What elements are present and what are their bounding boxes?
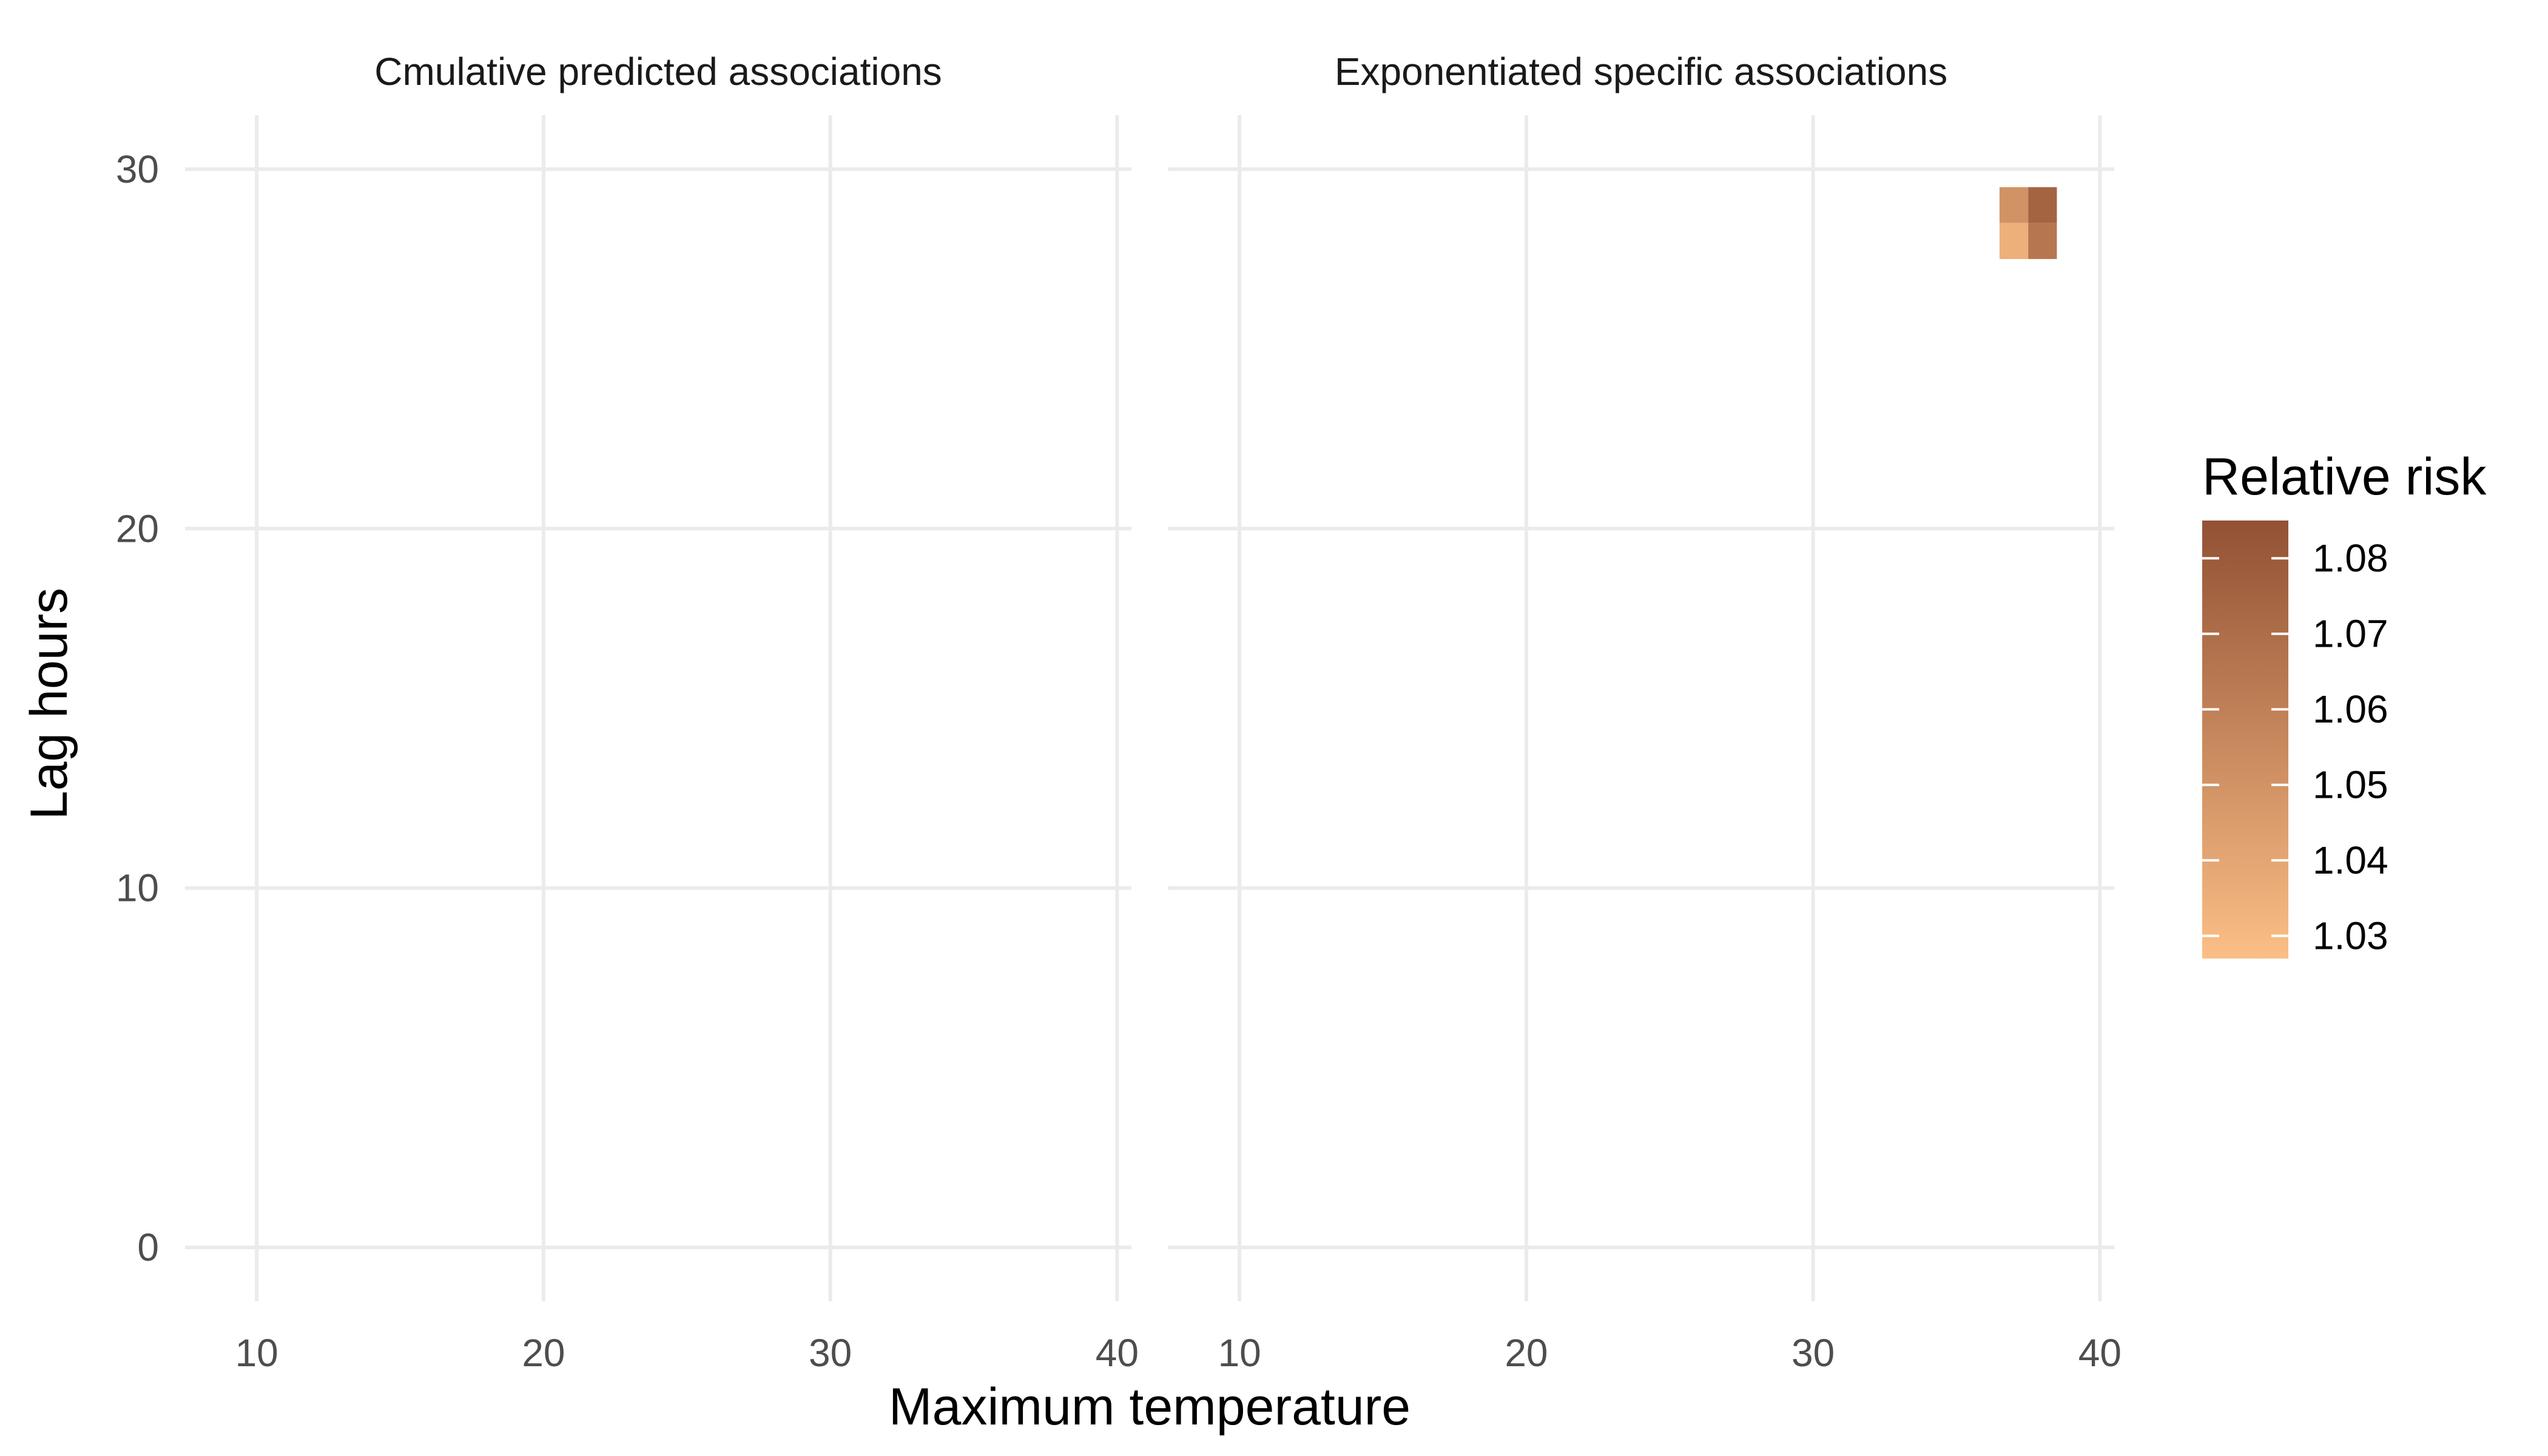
legend-tick-label: 1.07 (2313, 612, 2388, 656)
x-tick-label: 40 (1096, 1331, 1139, 1375)
y-axis-title: Lag hours (20, 588, 78, 820)
panel-cumulative: Cmulative predicted associations 10 20 30 4… (116, 50, 1139, 1375)
panel-specific-cells (1999, 187, 2057, 259)
heatmap-cell (2028, 223, 2057, 259)
panel-cumulative-y-ticks: 0 10 20 30 (116, 147, 159, 1269)
x-tick-label: 10 (1218, 1331, 1261, 1375)
heatmap-cell (2028, 187, 2057, 223)
panel-cumulative-x-ticks: 10 20 30 40 (235, 1331, 1139, 1375)
x-tick-label: 30 (809, 1331, 852, 1375)
legend: Relative risk 1.03 1.04 1.05 1.06 1.07 1.08 (2202, 448, 2487, 959)
x-axis-title: Maximum temperature (889, 1378, 1410, 1436)
y-tick-label: 10 (116, 866, 159, 910)
legend-tick-label: 1.03 (2313, 914, 2388, 958)
panel-title-cumulative: Cmulative predicted associations (374, 50, 942, 93)
y-tick-label: 30 (116, 147, 159, 191)
panel-cumulative-gridlines (185, 115, 1131, 1301)
x-tick-label: 30 (1791, 1331, 1835, 1375)
legend-tick-label: 1.08 (2313, 536, 2388, 580)
panel-specific-x-ticks: 10 20 30 40 (1218, 1331, 2122, 1375)
panel-title-specific: Exponentiated specific associations (1335, 50, 1947, 93)
legend-tick-label: 1.05 (2313, 763, 2388, 807)
x-tick-label: 10 (235, 1331, 278, 1375)
legend-tick-label: 1.06 (2313, 687, 2388, 731)
panel-specific-gridlines (1168, 115, 2114, 1301)
legend-tick-label: 1.04 (2313, 838, 2388, 882)
legend-title: Relative risk (2202, 448, 2487, 506)
y-tick-label: 20 (116, 507, 159, 550)
legend-ticks: 1.03 1.04 1.05 1.06 1.07 1.08 (2202, 536, 2388, 958)
heatmap-cell (1999, 223, 2029, 259)
heatmap-cell (1999, 187, 2029, 223)
y-tick-label: 0 (137, 1225, 159, 1269)
legend-color-bar (2202, 521, 2288, 959)
panel-specific: Exponentiated specific associations 10 20… (1168, 50, 2122, 1375)
x-tick-label: 20 (1505, 1331, 1548, 1375)
x-tick-label: 40 (2078, 1331, 2122, 1375)
x-tick-label: 20 (522, 1331, 565, 1375)
